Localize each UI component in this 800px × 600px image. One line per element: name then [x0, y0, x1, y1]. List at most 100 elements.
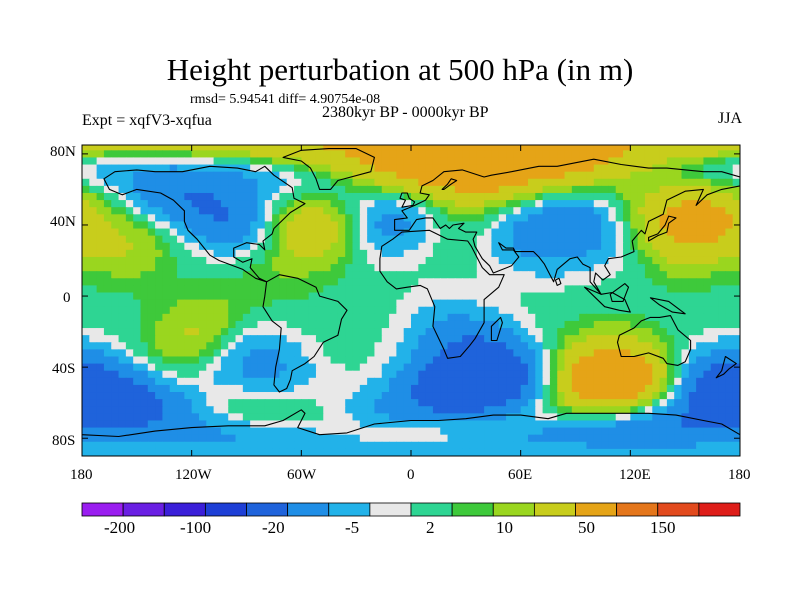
field-cell [469, 185, 478, 194]
field-cell [140, 285, 149, 294]
field-cell [147, 320, 156, 329]
field-cell [337, 406, 346, 414]
field-cell [301, 441, 310, 450]
field-cell [198, 249, 207, 258]
field-cell [659, 285, 668, 294]
field-cell [359, 145, 368, 151]
field-cell [286, 185, 295, 194]
field-cell [257, 285, 266, 294]
field-cell [447, 392, 456, 400]
field-cell [681, 392, 690, 400]
field-cell [454, 413, 463, 422]
field-cell [535, 292, 544, 301]
field-cell [250, 178, 259, 187]
field-cell [330, 384, 339, 393]
field-cell [228, 271, 237, 279]
field-cell [96, 256, 105, 265]
field-cell [228, 249, 237, 258]
field-cell [89, 335, 98, 343]
field-cell [125, 420, 134, 429]
field-cell [301, 335, 310, 343]
field-cell [535, 299, 544, 308]
field-cell [381, 328, 390, 336]
field-cell [191, 420, 200, 429]
field-cell [659, 185, 668, 194]
field-cell [103, 292, 112, 301]
field-cell [140, 406, 149, 414]
field-cell [498, 264, 507, 272]
field-cell [330, 264, 339, 272]
field-cell [96, 271, 105, 279]
field-cell [389, 264, 397, 272]
field-cell [345, 185, 354, 194]
field-cell [396, 335, 405, 343]
field-cell [564, 200, 573, 208]
field-cell [206, 399, 215, 407]
field-cell [140, 441, 149, 450]
field-cell [294, 342, 302, 350]
field-cell [330, 271, 339, 279]
field-cell [89, 377, 98, 386]
field-cell [403, 145, 412, 151]
field-cell [198, 406, 207, 414]
field-cell [264, 157, 273, 166]
field-cell [359, 214, 368, 223]
field-cell [367, 157, 376, 166]
field-cell [615, 441, 624, 450]
field-cell [476, 313, 485, 322]
field-cell [191, 448, 200, 456]
field-cell [462, 207, 471, 215]
field-cell [381, 292, 390, 301]
field-cell [411, 200, 419, 208]
field-cell [337, 335, 346, 343]
field-cell [688, 214, 697, 223]
field-cell [235, 271, 244, 279]
field-cell [235, 399, 244, 407]
field-cell [96, 157, 105, 166]
field-cell [601, 313, 609, 322]
field-cell [345, 342, 354, 350]
field-cell [177, 349, 185, 358]
field-cell [337, 420, 346, 429]
field-cell [593, 363, 602, 372]
field-cell [250, 384, 259, 393]
field-cell [82, 349, 90, 358]
field-cell [133, 335, 142, 343]
field-cell [469, 178, 478, 187]
field-cell [454, 178, 463, 187]
field-cell [571, 256, 580, 265]
field-cell [608, 185, 617, 194]
field-cell [294, 413, 302, 422]
field-cell [674, 363, 683, 372]
field-cell [177, 320, 185, 329]
field-cell [162, 178, 171, 187]
field-cell [542, 285, 551, 294]
field-cell [432, 214, 441, 223]
field-cell [447, 221, 456, 230]
field-cell [506, 399, 514, 407]
field-cell [308, 384, 317, 393]
field-cell [418, 448, 427, 456]
field-cell [703, 427, 712, 436]
field-cell [330, 256, 339, 265]
field-cell [301, 171, 310, 180]
field-cell [432, 256, 441, 265]
field-cell [681, 335, 690, 343]
field-cell [352, 200, 361, 208]
field-cell [96, 285, 105, 294]
field-cell [381, 370, 390, 379]
field-cell [476, 420, 485, 429]
field-cell [403, 363, 412, 372]
field-cell [323, 256, 332, 265]
field-cell [126, 456, 134, 464]
field-cell [374, 249, 383, 258]
field-cell [681, 256, 690, 265]
field-cell [381, 178, 390, 187]
field-cell [718, 242, 726, 251]
field-cell [374, 256, 383, 265]
field-cell [82, 228, 90, 237]
field-cell [381, 271, 390, 279]
field-cell [242, 306, 251, 315]
field-cell [140, 434, 149, 443]
field-cell [557, 292, 566, 301]
